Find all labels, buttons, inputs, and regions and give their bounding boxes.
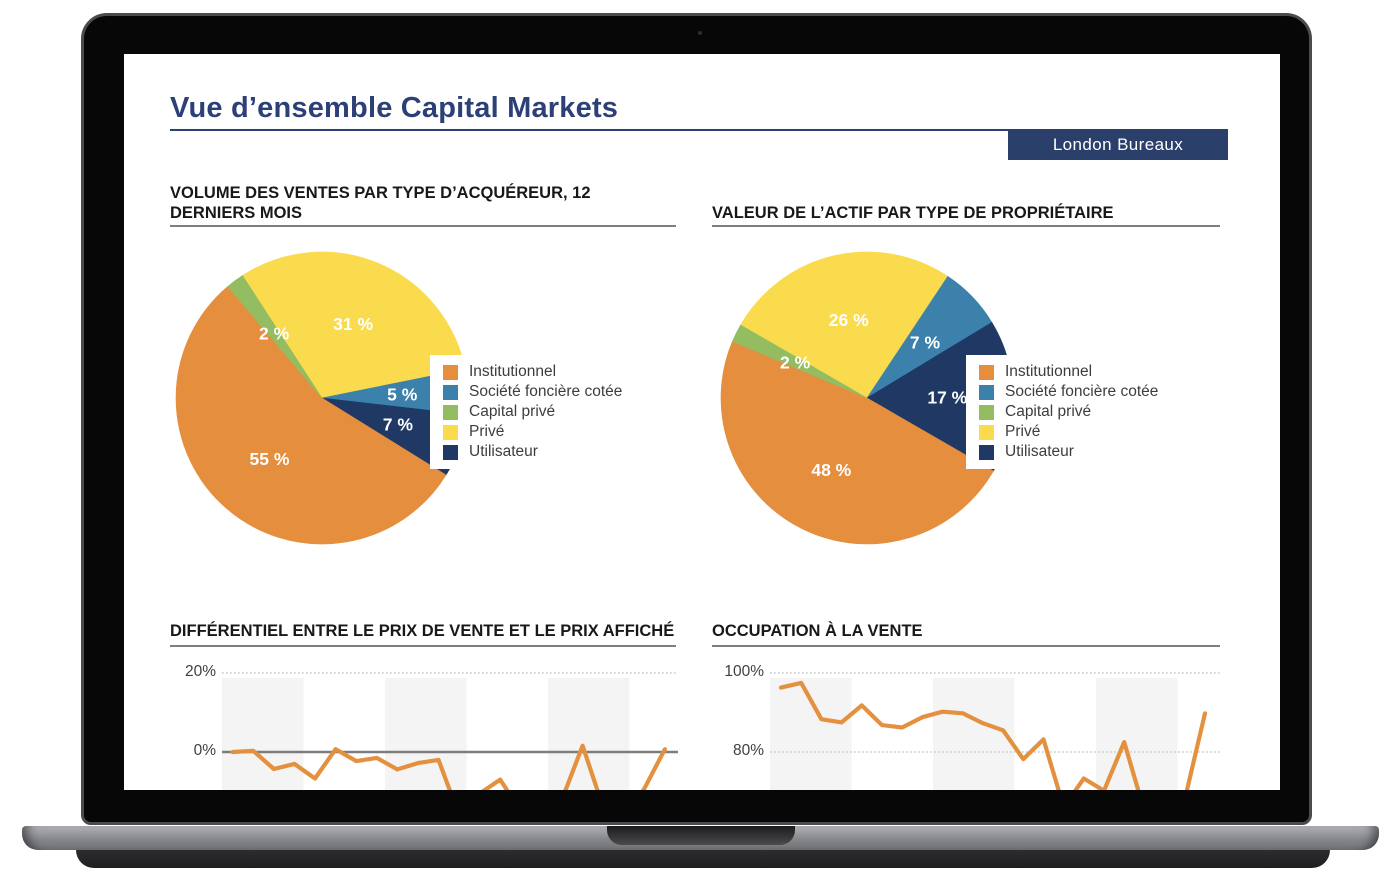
legend-item: Institutionnel — [979, 362, 1158, 382]
line-series — [778, 680, 1208, 790]
laptop-base-notch — [607, 826, 795, 845]
legend-swatch-blue — [443, 384, 458, 400]
location-badge: London Bureaux — [1008, 129, 1228, 160]
legend-swatch-blue — [979, 384, 994, 400]
pie-data-label: 2 % — [780, 352, 811, 372]
legend-item: Utilisateur — [979, 442, 1158, 462]
legend-swatch-green — [443, 404, 458, 420]
legend-swatch-orange — [443, 364, 458, 380]
section-title-valeur-actif: VALEUR DE L’ACTIF PAR TYPE DE PROPRIÉTAI… — [712, 204, 1114, 222]
legend-label: Institutionnel — [1005, 363, 1093, 380]
plot-band — [385, 678, 467, 790]
pie-data-label: 2 % — [259, 324, 290, 344]
legend-item: Institutionnel — [443, 362, 622, 382]
y-axis-tick-label: 100% — [724, 663, 764, 680]
legend-item: Capital privé — [979, 402, 1158, 422]
page-title: Vue d’ensemble Capital Markets — [170, 92, 619, 124]
plot-band — [770, 678, 852, 790]
section-underline — [712, 225, 1220, 227]
legend-swatch-navy — [443, 444, 458, 460]
legend-swatch-orange — [979, 364, 994, 380]
legend-label: Privé — [1005, 423, 1041, 440]
section-title-occupation-vente: OCCUPATION À LA VENTE — [712, 622, 923, 640]
pie-data-label: 48 % — [811, 460, 851, 480]
legend-item: Privé — [443, 422, 622, 442]
legend-swatch-yellow — [979, 424, 994, 440]
legend-swatch-green — [979, 404, 994, 420]
section-title-differentiel-prix: DIFFÉRENTIEL ENTRE LE PRIX DE VENTE ET L… — [170, 622, 675, 640]
section-underline — [170, 645, 676, 647]
legend-item: Société foncière cotée — [979, 382, 1158, 402]
section-underline — [712, 645, 1220, 647]
plot-band — [548, 678, 630, 790]
pie-data-label: 7 % — [910, 333, 941, 353]
pie-data-label: 55 % — [250, 449, 290, 469]
y-axis-tick-label: 0% — [193, 742, 216, 759]
y-axis-tick-label: 20% — [184, 663, 216, 680]
y-axis-tick-label: 80% — [732, 742, 764, 759]
line-series — [230, 743, 668, 790]
pie-data-label: 26 % — [829, 310, 869, 330]
pie-slice-yellow — [242, 251, 466, 399]
pie-slice-orange — [720, 341, 994, 545]
pie-slice-green — [227, 275, 323, 399]
plot-band — [222, 678, 304, 790]
plot-band — [933, 678, 1015, 790]
pie-legend-valeur-actif: Institutionnel Société foncière cotée Capi… — [966, 355, 1171, 469]
pie-slice-yellow — [740, 251, 949, 399]
pie-data-label: 5 % — [387, 385, 418, 405]
legend-item: Utilisateur — [443, 442, 622, 462]
section-title-volume-ventes: VOLUME DES VENTES PAR TYPE D’ACQUÉREUR, … — [170, 184, 591, 222]
legend-item: Privé — [979, 422, 1158, 442]
legend-label: Capital privé — [1005, 403, 1092, 420]
legend-label: Utilisateur — [1005, 443, 1074, 460]
legend-label: Société foncière cotée — [1005, 383, 1159, 400]
section-underline — [170, 225, 676, 227]
webcam-dot — [698, 31, 702, 35]
legend-label: Utilisateur — [469, 443, 538, 460]
plot-band — [1096, 678, 1178, 790]
laptop-base-shadow — [76, 850, 1330, 868]
pie-slice-orange — [175, 286, 447, 545]
legend-item: Société foncière cotée — [443, 382, 622, 402]
legend-swatch-navy — [979, 444, 994, 460]
legend-label: Société foncière cotée — [469, 383, 623, 400]
pie-data-label: 17 % — [927, 387, 967, 407]
legend-label: Privé — [469, 423, 505, 440]
pie-legend-volume-ventes: Institutionnel Société foncière cotée Capi… — [430, 355, 635, 469]
pie-slice-green — [732, 324, 868, 399]
legend-label: Capital privé — [469, 403, 556, 420]
pie-data-label: 7 % — [383, 415, 414, 435]
legend-item: Capital privé — [443, 402, 622, 422]
pie-data-label: 31 % — [333, 314, 373, 334]
title-underline — [170, 129, 1008, 131]
legend-label: Institutionnel — [469, 363, 557, 380]
legend-swatch-yellow — [443, 424, 458, 440]
